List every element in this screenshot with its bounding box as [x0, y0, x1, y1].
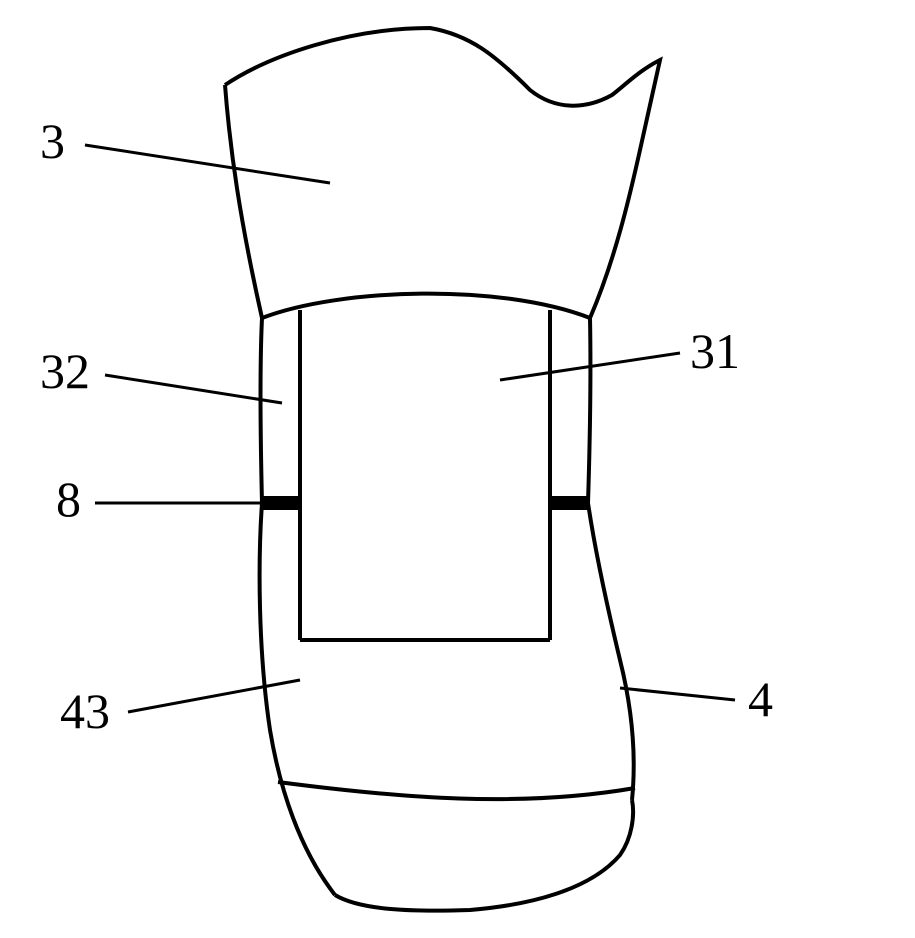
right-outer-side — [588, 318, 590, 503]
seam-line — [278, 782, 635, 799]
upper-part-outline — [225, 28, 660, 318]
left-outer-side — [261, 318, 263, 503]
bottom-edge — [335, 800, 633, 911]
label-32: 32 — [40, 342, 90, 400]
diagram-svg — [0, 0, 915, 933]
label-31: 31 — [690, 322, 740, 380]
lower-right-outline — [588, 503, 634, 800]
label-4: 4 — [748, 670, 773, 728]
label-43: 43 — [60, 682, 110, 740]
leader-32 — [105, 375, 282, 403]
label-8: 8 — [56, 470, 81, 528]
leader-43 — [128, 680, 300, 712]
label-3: 3 — [40, 112, 65, 170]
technical-diagram: 3 32 31 8 43 4 — [0, 0, 915, 933]
leader-3 — [85, 145, 330, 183]
lower-left-outline — [260, 503, 335, 895]
upper-bottom-curve — [262, 294, 590, 318]
leader-4 — [620, 688, 735, 700]
